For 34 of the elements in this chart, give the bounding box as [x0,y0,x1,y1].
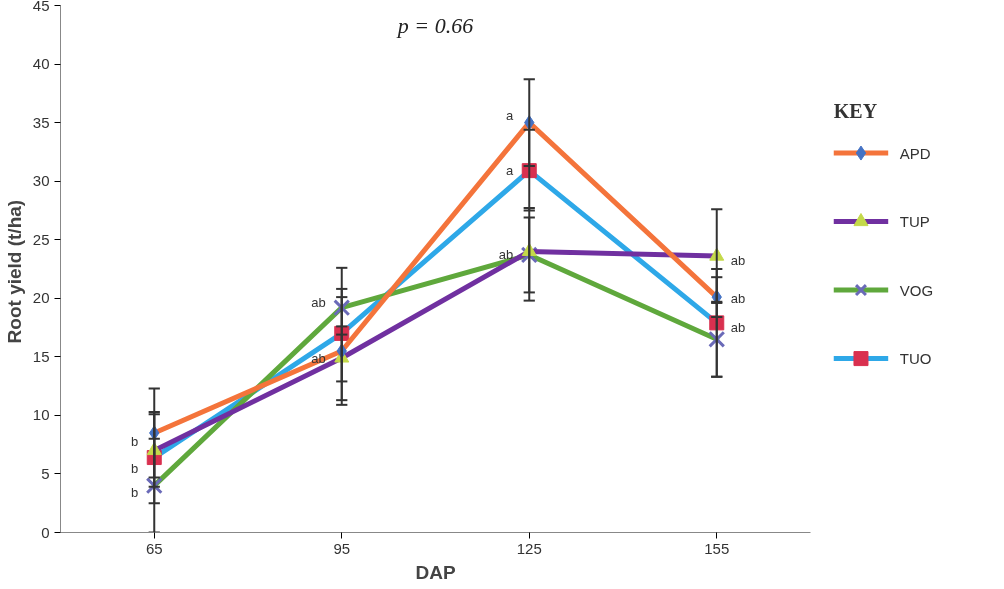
annotation: b [131,433,139,449]
y-tick-label: 10 [32,406,50,424]
legend-label: VOG [899,281,934,299]
point [708,330,726,348]
annotation: ab [730,253,746,269]
legend-label: TUP [899,213,930,231]
annotation: ab [311,295,326,311]
y-tick-label: 25 [32,230,50,248]
y-tick-label: 40 [32,55,50,73]
annotation: ab [730,290,746,306]
annotation: a [506,163,515,179]
legend-label: APD [899,144,931,162]
y-tick-label: 0 [41,523,50,541]
x-axis-title: DAP [415,561,456,583]
x-tick-label: 65 [145,539,163,557]
y-tick-label: 35 [32,113,50,131]
y-axis-title: Root yield (t/ha) [3,199,25,344]
y-tick-label: 20 [32,289,50,307]
annotation: a [506,108,515,124]
y-tick-label: 30 [32,172,50,190]
legend-title: KEY [833,99,878,122]
x-tick-label: 95 [333,539,351,557]
annotation: p = 0.66 [395,13,474,38]
annotation: ab [730,320,746,336]
y-tick-label: 45 [32,0,50,14]
annotation: ab [498,247,514,263]
legend-label: TUO [899,350,932,368]
y-tick-label: 5 [41,464,50,482]
annotation: b [131,460,139,476]
x-tick-label: 155 [704,539,730,557]
x-tick-label: 125 [516,539,542,557]
y-tick-label: 15 [32,347,50,365]
annotation: b [131,485,139,501]
point [333,299,351,317]
